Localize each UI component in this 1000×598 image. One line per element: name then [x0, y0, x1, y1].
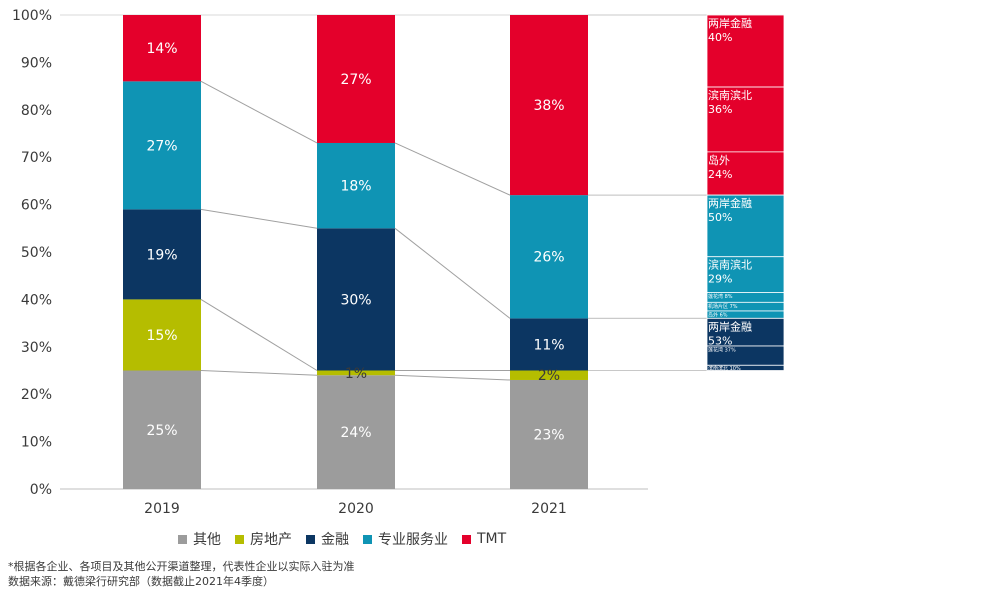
connector-line — [394, 227, 511, 319]
breakdown-value-professional-services: 29% — [708, 273, 732, 286]
legend-swatch-tmt — [462, 534, 471, 544]
x-tick-label: 2019 — [144, 501, 180, 517]
data-label-finance-2019: 19% — [146, 247, 177, 263]
breakdown-label-professional-services: 岛外 6% — [708, 311, 728, 318]
breakdown-cell-finance — [706, 317, 785, 347]
bar-segment-finance-2019 — [123, 209, 201, 300]
chart-legend: 其他 房地产 金融 专业服务业 TMT — [178, 529, 506, 549]
y-tick-label: 50% — [21, 245, 52, 261]
connector-line — [394, 374, 511, 381]
bar-segment-tmt-2019 — [123, 15, 201, 82]
breakdown-label-finance: 莲花湾 37% — [708, 346, 736, 353]
legend-swatch-real-estate — [235, 534, 244, 544]
y-tick-label: 10% — [21, 435, 52, 451]
data-label-finance-2021: 11% — [533, 337, 564, 353]
y-tick-label: 80% — [21, 103, 52, 119]
connector-line — [200, 298, 318, 371]
breakdown-cell-tmt — [706, 14, 785, 88]
bar-segment-finance-2021 — [510, 318, 588, 371]
legend-label-other: 其他 — [193, 532, 221, 548]
bar-segment-tmt-2021 — [510, 15, 588, 196]
legend-swatch-finance — [306, 534, 315, 544]
breakdown-name-professional-services: 滨南滨北 — [708, 258, 752, 272]
bar-segment-tmt-2020 — [317, 15, 395, 143]
legend-swatch-professional-services — [363, 534, 372, 544]
y-tick-label: 90% — [21, 55, 52, 71]
breakdown-cell-finance — [706, 364, 785, 371]
connector-line — [200, 370, 318, 376]
breakdown-value-tmt: 40% — [708, 31, 732, 44]
data-label-other-2021: 23% — [533, 427, 564, 443]
breakdown-name-professional-services: 两岸金融 — [708, 196, 752, 210]
connector-line — [394, 142, 511, 196]
breakdown-value-finance: 53% — [708, 334, 732, 347]
data-label-real-estate-2019: 15% — [146, 328, 177, 344]
breakdown-value-tmt: 24% — [708, 168, 732, 181]
legend-label-tmt: TMT — [477, 531, 507, 547]
y-tick-label: 60% — [21, 198, 52, 214]
data-label-finance-2020: 30% — [340, 292, 371, 308]
y-tick-label: 100% — [12, 8, 52, 24]
bar-segment-professional-services-2021 — [510, 195, 588, 319]
y-tick-label: 20% — [21, 387, 52, 403]
breakdown-cell-professional-services — [706, 194, 785, 258]
legend-swatch-other — [178, 534, 187, 544]
footnote-method: *根据各企业、各项目及其他公开渠道整理，代表性企业以实际入驻为准 — [8, 560, 355, 573]
bar-segment-other-2019 — [123, 370, 201, 489]
breakdown-value-professional-services: 50% — [708, 211, 732, 224]
bar-segment-real-estate-2021 — [510, 370, 588, 380]
data-label-real-estate-2021: 2% — [538, 368, 560, 384]
x-tick-label: 2021 — [531, 501, 567, 517]
breakdown-cell-tmt — [706, 151, 785, 196]
bar-segment-real-estate-2020 — [317, 370, 395, 376]
data-label-tmt-2019: 14% — [146, 41, 177, 57]
bar-segment-real-estate-2019 — [123, 299, 201, 371]
footnotes: *根据各企业、各项目及其他公开渠道整理，代表性企业以实际入驻为准 数据来源：戴德… — [8, 559, 355, 589]
legend-label-professional-services: 专业服务业 — [378, 532, 448, 548]
connector-line — [200, 208, 318, 229]
legend-item-finance: 金融 — [306, 529, 349, 549]
breakdown-cell-tmt — [706, 86, 785, 153]
x-tick-label: 2020 — [338, 501, 374, 517]
y-tick-label: 40% — [21, 292, 52, 308]
legend-item-other: 其他 — [178, 529, 221, 549]
bar-segment-finance-2020 — [317, 228, 395, 371]
data-label-real-estate-2020: 1% — [345, 366, 367, 382]
connector-line — [200, 80, 318, 144]
data-label-professional-services-2020: 18% — [340, 179, 371, 195]
legend-label-real-estate: 房地产 — [250, 532, 292, 548]
breakdown-name-tmt: 滨南滨北 — [708, 88, 752, 102]
data-label-other-2019: 25% — [146, 423, 177, 439]
legend-item-professional-services: 专业服务业 — [363, 529, 448, 549]
breakdown-label-professional-services: 机场片区 7% — [708, 303, 738, 310]
legend-label-finance: 金融 — [321, 532, 349, 548]
breakdown-label-finance: 滨南滨北 10% — [708, 365, 741, 372]
y-tick-label: 0% — [30, 482, 52, 498]
breakdown-label-professional-services: 莲花湾 8% — [708, 293, 733, 300]
data-label-professional-services-2019: 27% — [146, 138, 177, 154]
data-label-tmt-2020: 27% — [340, 72, 371, 88]
breakdown-name-finance: 两岸金融 — [708, 319, 752, 333]
bar-segment-professional-services-2020 — [317, 142, 395, 229]
breakdown-name-tmt: 两岸金融 — [708, 16, 752, 30]
y-tick-label: 30% — [21, 340, 52, 356]
breakdown-value-tmt: 36% — [708, 103, 732, 116]
bar-segment-other-2020 — [317, 375, 395, 489]
data-label-tmt-2021: 38% — [533, 98, 564, 114]
footnote-source: 数据来源：戴德梁行研究部（数据截止2021年4季度） — [8, 575, 274, 588]
bar-segment-professional-services-2019 — [123, 81, 201, 210]
bar-segment-other-2021 — [510, 379, 588, 489]
y-tick-label: 70% — [21, 150, 52, 166]
data-label-other-2020: 24% — [340, 425, 371, 441]
legend-item-real-estate: 房地产 — [235, 529, 292, 549]
breakdown-name-tmt: 岛外 — [708, 153, 730, 167]
data-label-professional-services-2021: 26% — [533, 250, 564, 266]
legend-item-tmt: TMT — [462, 529, 506, 549]
